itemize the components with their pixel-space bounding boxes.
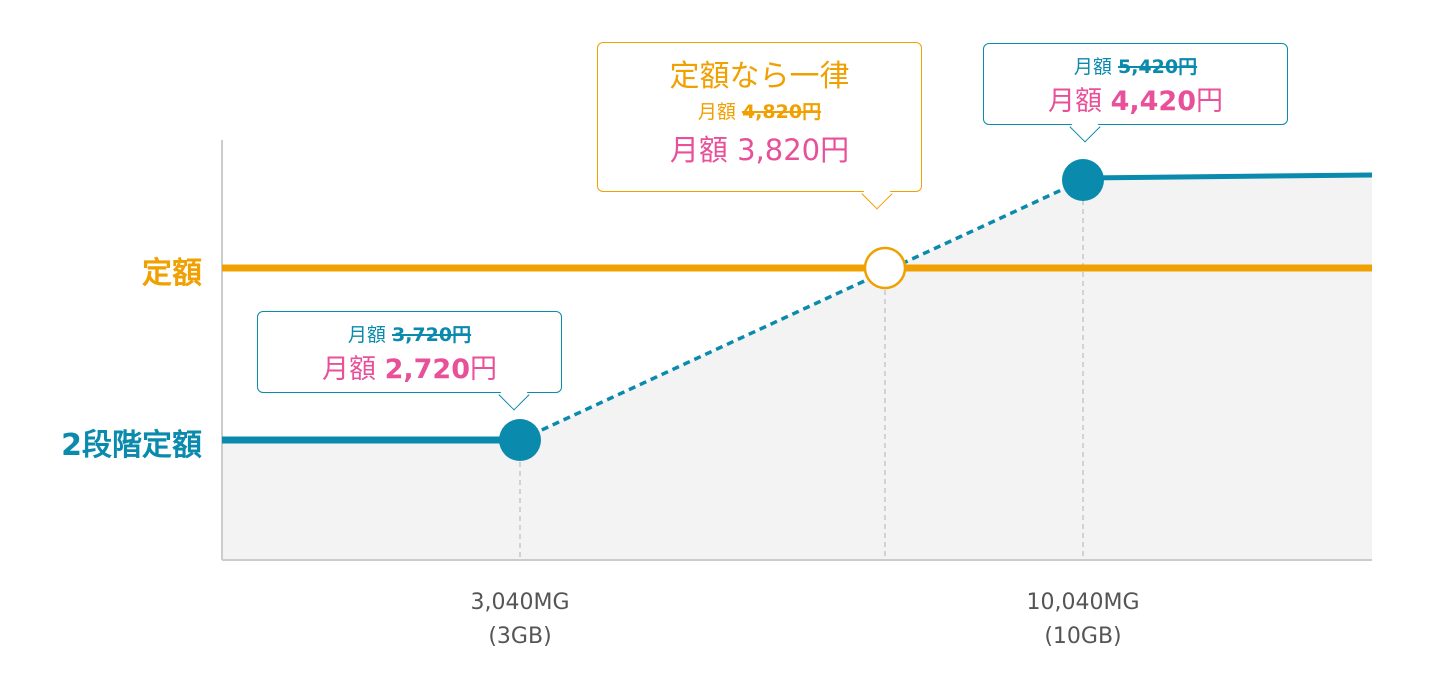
two-step-high-line bbox=[1082, 172, 1373, 181]
two-step-dashed-slope bbox=[519, 178, 1084, 442]
callout-flat-old-prefix: 月額 bbox=[697, 101, 736, 123]
x-tick-3gb-gb: (3GB) bbox=[488, 624, 552, 649]
x-tick-10gb-gb: (10GB) bbox=[1044, 624, 1122, 649]
callout-low-new-unit: 円 bbox=[470, 354, 497, 385]
callout-flat: 定額なら一律 月額 4,820円 月額 3,820円 bbox=[597, 42, 922, 210]
callout-high-old: 月額 5,420円 bbox=[984, 52, 1287, 79]
point-intersection bbox=[863, 246, 907, 290]
callout-high-old-prefix: 月額 bbox=[1073, 56, 1112, 78]
y-label-two-step: 2段階定額 bbox=[61, 428, 202, 463]
x-tick-3gb: 3,040MG (3GB) bbox=[420, 586, 620, 654]
x-tick-10gb-mb: 10,040MG bbox=[1026, 590, 1140, 615]
callout-high-new: 月額 4,420円 bbox=[984, 79, 1287, 118]
callout-high: 月額 5,420円 月額 4,420円 bbox=[983, 43, 1288, 143]
x-tick-3gb-mb: 3,040MG bbox=[470, 590, 570, 615]
callout-high-new-price: 4,420 bbox=[1110, 86, 1196, 117]
callout-low-old: 月額 3,720円 bbox=[258, 320, 561, 347]
x-tick-10gb: 10,040MG (10GB) bbox=[983, 586, 1183, 654]
callout-low-old-price: 3,720円 bbox=[391, 324, 472, 346]
callout-low-new-price: 2,720 bbox=[384, 354, 470, 385]
callout-high-new-unit: 円 bbox=[1196, 86, 1223, 117]
callout-low-new-prefix: 月額 bbox=[322, 354, 376, 385]
callout-low: 月額 3,720円 月額 2,720円 bbox=[257, 311, 562, 411]
callout-flat-new: 月額 3,820円 bbox=[669, 133, 850, 167]
callout-high-new-prefix: 月額 bbox=[1048, 86, 1102, 117]
callout-low-old-prefix: 月額 bbox=[347, 324, 386, 346]
callout-low-new: 月額 2,720円 bbox=[258, 347, 561, 386]
callout-flat-title: 定額なら一律 bbox=[669, 59, 850, 94]
callout-flat-old: 月額 4,820円 bbox=[598, 97, 921, 127]
callout-flat-old-price: 4,820円 bbox=[741, 101, 822, 123]
point-3gb bbox=[499, 419, 541, 461]
y-label-flat: 定額 bbox=[142, 256, 202, 291]
point-10gb bbox=[1062, 159, 1104, 201]
callout-high-old-price: 5,420円 bbox=[1117, 56, 1198, 78]
